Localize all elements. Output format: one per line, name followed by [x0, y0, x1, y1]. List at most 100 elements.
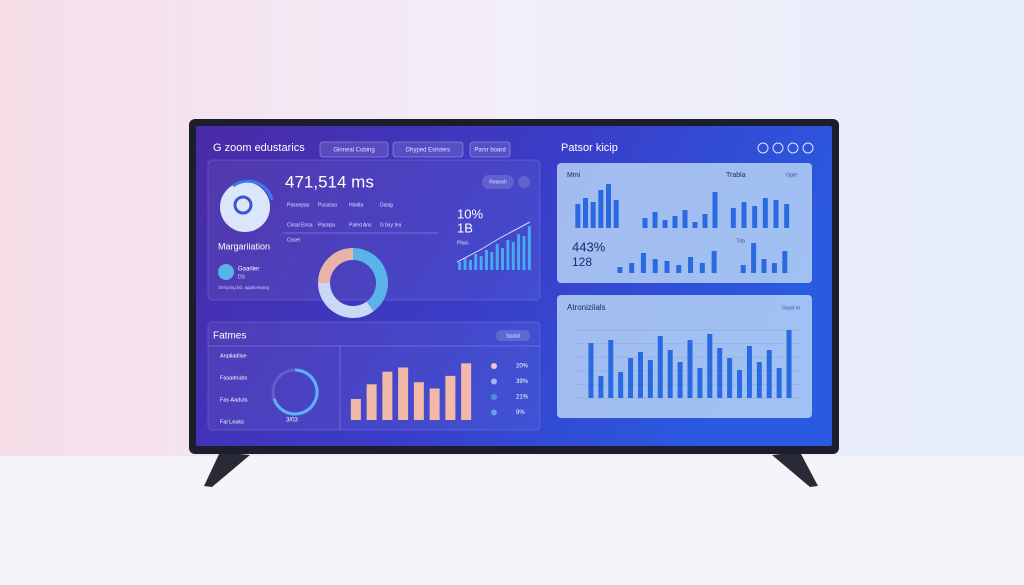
gauge-arc — [272, 368, 319, 416]
panel-corner: Tda — [736, 238, 745, 244]
legend-label: 9% — [516, 410, 525, 416]
floor — [0, 456, 1024, 585]
bar — [468, 260, 472, 270]
tab-label[interactable]: Ginneal Cobing — [333, 148, 374, 154]
legend-dot — [491, 394, 497, 400]
bar — [458, 262, 462, 270]
bar — [413, 382, 424, 420]
bar — [730, 208, 736, 228]
list-item: Fas Aaduts — [220, 397, 248, 403]
bar — [699, 263, 705, 273]
donut-segment — [352, 248, 388, 312]
bar — [717, 348, 723, 398]
legend-dot — [491, 363, 497, 369]
bar — [773, 200, 779, 228]
trend-line — [456, 221, 531, 263]
bar — [652, 212, 658, 228]
button[interactable] — [482, 175, 514, 189]
stand-leg — [772, 452, 818, 487]
section-label: Margariiation — [218, 241, 270, 251]
section-title: Fatmes — [213, 331, 246, 342]
kpi: 471,514 ms — [285, 172, 374, 191]
bar — [662, 220, 668, 228]
row-label: Cirsal Ensa — [287, 222, 313, 228]
stat: 443% — [572, 239, 606, 254]
bar — [517, 234, 521, 270]
button-label[interactable]: Reaeoh — [489, 179, 507, 185]
tab-label[interactable]: Parsr board — [474, 148, 505, 154]
bar — [672, 216, 678, 228]
tab[interactable] — [469, 141, 511, 158]
pill-label[interactable]: Spaial — [506, 333, 520, 339]
legend-label: 21% — [516, 395, 529, 401]
icon-button[interactable] — [787, 142, 799, 154]
legend-label: 39% — [516, 379, 529, 385]
bar — [687, 340, 693, 398]
user-sub: DS — [238, 274, 246, 280]
row-label: Pusasso — [318, 202, 337, 208]
panel-title: Trabla — [726, 172, 746, 179]
icon-button[interactable] — [802, 142, 814, 154]
bar — [628, 358, 634, 398]
panel-title: Mmi — [567, 172, 581, 179]
bar — [398, 367, 409, 420]
bar — [606, 184, 611, 228]
list-item: Fal Leaks — [220, 419, 244, 425]
icon-button[interactable] — [757, 142, 769, 154]
bar — [766, 350, 772, 398]
bar — [617, 267, 623, 273]
panel — [207, 321, 541, 431]
stat: 128 — [572, 255, 592, 269]
bar — [782, 251, 788, 273]
list-item: Anpliadlise — [220, 353, 247, 359]
legend-label: 20% — [516, 364, 529, 370]
stat-caption: Plisis — [457, 240, 469, 246]
bar — [702, 214, 708, 228]
bar — [506, 240, 510, 270]
bar — [608, 340, 614, 398]
bar — [697, 368, 703, 398]
bar — [575, 204, 581, 228]
row-label: Paled Ans — [349, 222, 372, 228]
icon-button[interactable] — [772, 142, 784, 154]
bar — [588, 343, 594, 398]
bar — [741, 202, 747, 228]
bar — [382, 371, 393, 420]
user-name: Gaarlier — [238, 267, 259, 273]
bar — [746, 346, 752, 398]
row-label: Pasnepas — [287, 202, 310, 208]
avatar — [218, 264, 234, 280]
bar — [688, 257, 694, 273]
bar — [771, 263, 777, 273]
bar — [527, 226, 531, 270]
bar — [642, 218, 648, 228]
bar — [711, 251, 717, 273]
bar — [350, 399, 361, 420]
ring-accent — [232, 179, 274, 201]
tab[interactable] — [392, 141, 464, 158]
bar — [429, 388, 440, 420]
bar — [756, 362, 762, 398]
tab-label[interactable]: Dhyped Eshders — [406, 148, 450, 154]
tab[interactable] — [319, 141, 389, 158]
donut-segment — [318, 282, 374, 318]
gauge-caption: 3/03 — [286, 418, 298, 424]
bar — [727, 358, 733, 398]
bar — [495, 244, 499, 270]
bar — [761, 259, 767, 273]
row-label: Dasig — [380, 202, 393, 208]
bar — [647, 360, 653, 398]
bar — [484, 250, 488, 270]
bar — [590, 202, 596, 228]
bar — [445, 375, 456, 420]
pill[interactable] — [496, 330, 530, 341]
bar — [637, 352, 643, 398]
bar — [786, 330, 792, 398]
bar — [667, 350, 673, 398]
bar — [712, 192, 718, 228]
bar — [640, 253, 646, 273]
icon-button[interactable] — [518, 176, 530, 188]
bar — [652, 259, 658, 273]
